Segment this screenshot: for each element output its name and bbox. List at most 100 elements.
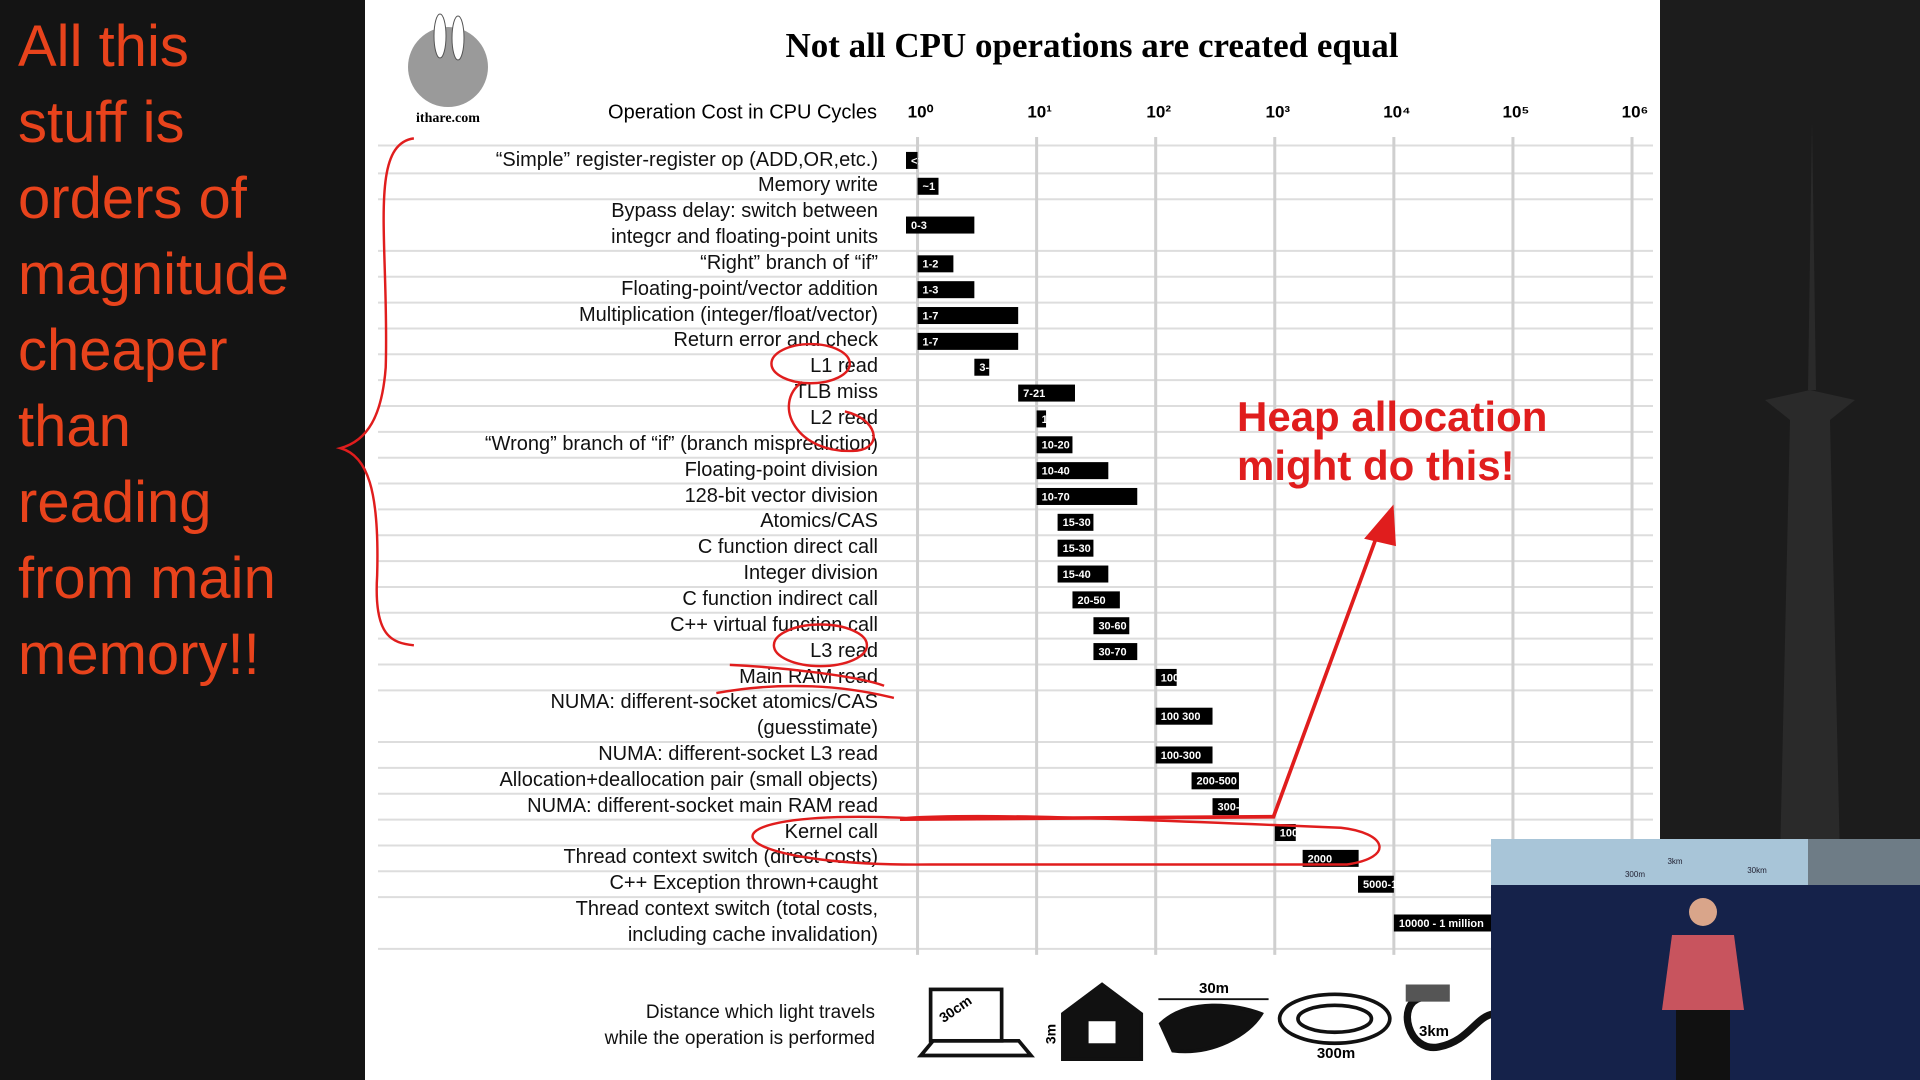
bar	[917, 255, 954, 273]
value-label: 300-500	[1218, 802, 1258, 814]
bar	[1155, 668, 1177, 686]
value-label: 100-150	[1161, 672, 1201, 684]
side-text: All this stuff is orders of magnitude ch…	[18, 14, 289, 687]
presenter-shirt	[1662, 935, 1744, 1010]
row-label: Multiplication (integer/float/vector)	[578, 303, 878, 326]
value-label: 7-21	[1023, 388, 1045, 400]
x-tick-label: 10⁵	[1502, 102, 1529, 121]
x-axis-label: Operation Cost in CPU Cycles	[608, 101, 877, 123]
bar	[1057, 565, 1109, 583]
pen-arrowhead	[1364, 504, 1396, 547]
track-icon	[1277, 992, 1392, 1046]
value-label: ~1	[923, 181, 936, 193]
strip-label: 30km	[1747, 866, 1767, 875]
bar	[917, 332, 1019, 350]
house-window	[1088, 1021, 1116, 1044]
pen-loop	[751, 814, 1381, 866]
video-strip-end	[1808, 839, 1920, 885]
bar	[1155, 746, 1213, 764]
value-label: 10-20	[1042, 440, 1070, 452]
pen-circle	[772, 623, 869, 668]
bar	[1072, 591, 1120, 609]
row-label: Floating-point division	[684, 458, 878, 481]
row-label: Allocation+deallocation pair (small obje…	[499, 768, 878, 791]
row-label: Return error and check	[673, 329, 878, 352]
bar	[1036, 410, 1047, 428]
pen-circle	[770, 342, 852, 385]
scale-label: 30m	[1199, 980, 1229, 997]
bar	[1057, 539, 1094, 557]
logo-ear	[433, 13, 447, 59]
value-label: 3-4	[979, 362, 996, 374]
row-label: TLB miss	[794, 381, 878, 404]
logo-ear	[451, 15, 465, 61]
bar	[1093, 643, 1138, 661]
row-label: NUMA: different-socket atomics/CAS (gues…	[550, 691, 878, 740]
bar	[1018, 384, 1075, 402]
bar	[1191, 772, 1239, 790]
x-tick-label: 10⁶	[1622, 102, 1649, 121]
value-label: 2000	[1308, 853, 1332, 865]
row-label: 128-bit vector division	[684, 484, 878, 507]
bar	[906, 216, 975, 234]
value-label: 100 300	[1161, 711, 1201, 723]
value-label: 15-30	[1063, 517, 1091, 529]
value-label: 5000-10000	[1363, 879, 1422, 891]
x-tick-label: 10⁰	[908, 102, 934, 121]
row-label: “Simple” register-register op (ADD,OR,et…	[495, 148, 878, 171]
row-label: Kernel call	[784, 820, 878, 843]
pen-brace	[335, 137, 415, 647]
bar	[1212, 798, 1239, 816]
logo-icon	[408, 27, 488, 107]
value-label: 10-12	[1042, 414, 1070, 426]
bar	[1036, 462, 1109, 480]
bar	[917, 281, 975, 299]
bar	[917, 177, 939, 195]
bar	[1036, 436, 1073, 454]
presenter-head	[1689, 898, 1717, 926]
value-label: 30-60	[1098, 621, 1126, 633]
checkered-flag	[1405, 984, 1450, 1002]
bar	[1274, 824, 1296, 842]
slide	[365, 0, 1660, 1080]
x-tick-label: 10⁴	[1383, 102, 1410, 121]
row-label: Integer division	[743, 562, 878, 585]
value-label: 1-7	[923, 336, 939, 348]
row-label: NUMA: different-socket main RAM read	[527, 794, 878, 817]
row-label: “Right” branch of “if”	[700, 251, 878, 274]
chart-title: Not all CPU operations are created equal	[785, 26, 1398, 65]
value-label: 0-3	[911, 220, 927, 232]
bar	[1093, 617, 1130, 635]
scale-label: 30cm	[936, 992, 975, 1026]
value-label: 1-7	[923, 310, 939, 322]
value-label: 1-2	[923, 259, 939, 271]
value-label: 10000 - 1 million	[1399, 918, 1484, 930]
bar	[906, 151, 918, 169]
row-label: C function direct call	[697, 536, 878, 559]
track-inner	[1296, 1003, 1374, 1035]
row-label: C++ Exception thrown+caught	[609, 872, 878, 895]
value-label: 200-500	[1197, 776, 1237, 788]
value-label: 10-70	[1042, 491, 1070, 503]
bar	[1036, 487, 1138, 505]
scale-label: 300m	[1317, 1045, 1355, 1062]
value-label: 15-40	[1063, 569, 1091, 581]
row-label: Thread context switch (total costs, incl…	[575, 898, 878, 946]
value-label: 1000-1500	[1280, 827, 1333, 839]
scale-label: 3m	[1043, 1024, 1059, 1044]
pen-circle	[787, 381, 875, 453]
bar	[917, 307, 1019, 325]
strip-label: 3km	[1667, 857, 1682, 866]
bar	[974, 358, 990, 376]
x-tick-label: 10¹	[1027, 102, 1052, 121]
row-label: NUMA: different-socket L3 read	[598, 743, 878, 766]
value-label: 30-70	[1098, 646, 1126, 658]
bar	[1155, 707, 1213, 725]
value-label: <1	[911, 155, 924, 167]
value-label: 20-50	[1077, 595, 1105, 607]
pen-strike	[716, 663, 895, 700]
laptop-base	[916, 1038, 1035, 1058]
x-tick-label: 10³	[1265, 102, 1290, 121]
